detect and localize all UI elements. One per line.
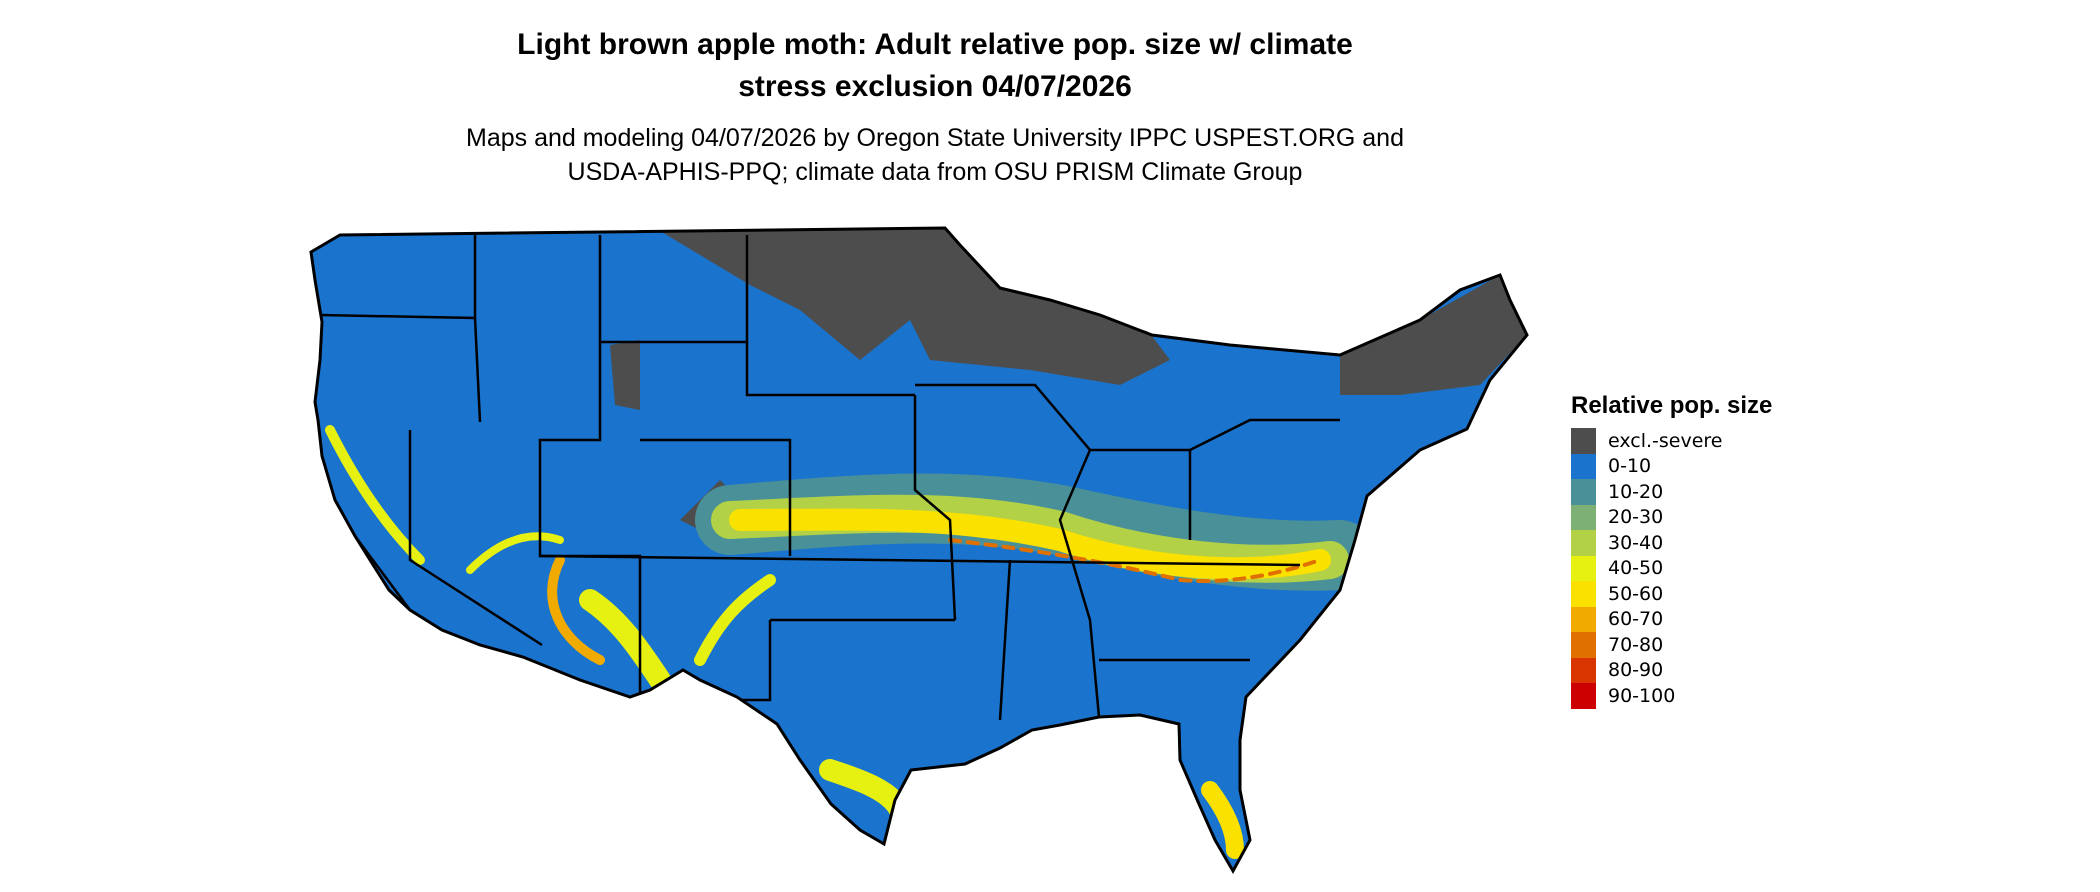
legend-label: excl.-severe [1608,429,1723,452]
legend: Relative pop. size excl.-severe 0-10 10-20… [1571,392,1772,709]
legend-swatch [1571,504,1596,530]
legend-title: Relative pop. size [1571,392,1773,419]
map-title-line2: stress exclusion 04/07/2026 [738,70,1132,103]
legend-swatch [1571,453,1596,479]
legend-swatch [1571,581,1596,607]
legend-label: 60-70 [1608,608,1664,631]
legend-swatch [1571,606,1596,632]
legend-swatch [1571,479,1596,505]
legend-item: 30-40 [1571,530,1772,556]
legend-items: excl.-severe 0-10 10-20 20-30 30-40 40-50 50-6… [1571,428,1772,709]
climate-excluded-area-north [655,228,1170,385]
state-borders [319,235,1340,721]
climate-excluded-area-northeast [1340,275,1527,395]
subtitle-line1: Maps and modeling 04/07/2026 by Oregon S… [466,124,1404,152]
legend-item: 50-60 [1571,581,1772,607]
legend-item: 70-80 [1571,632,1772,658]
legend-swatch [1571,555,1596,581]
legend-item: excl.-severe [1571,428,1772,454]
legend-item: 10-20 [1571,479,1772,505]
legend-label: 80-90 [1608,659,1664,682]
legend-label: 0-10 [1608,455,1652,478]
map-title-line1: Light brown apple moth: Adult relative p… [517,28,1353,61]
subtitle-line2: USDA-APHIS-PPQ; climate data from OSU PR… [567,158,1303,186]
legend-swatch [1571,530,1596,556]
legend-label: 90-100 [1608,684,1676,707]
legend-label: 10-20 [1608,480,1664,503]
legend-swatch [1571,683,1596,709]
legend-item: 80-90 [1571,657,1772,683]
legend-label: 50-60 [1608,582,1664,605]
legend-swatch [1571,632,1596,658]
legend-item: 40-50 [1571,555,1772,581]
legend-label: 20-30 [1608,506,1664,529]
legend-label: 40-50 [1608,557,1664,580]
legend-label: 70-80 [1608,633,1664,656]
legend-item: 90-100 [1571,683,1772,709]
legend-swatch [1571,657,1596,683]
legend-swatch [1571,428,1596,454]
legend-label: 30-40 [1608,531,1664,554]
legend-item: 20-30 [1571,504,1772,530]
legend-item: 60-70 [1571,606,1772,632]
legend-item: 0-10 [1571,453,1772,479]
